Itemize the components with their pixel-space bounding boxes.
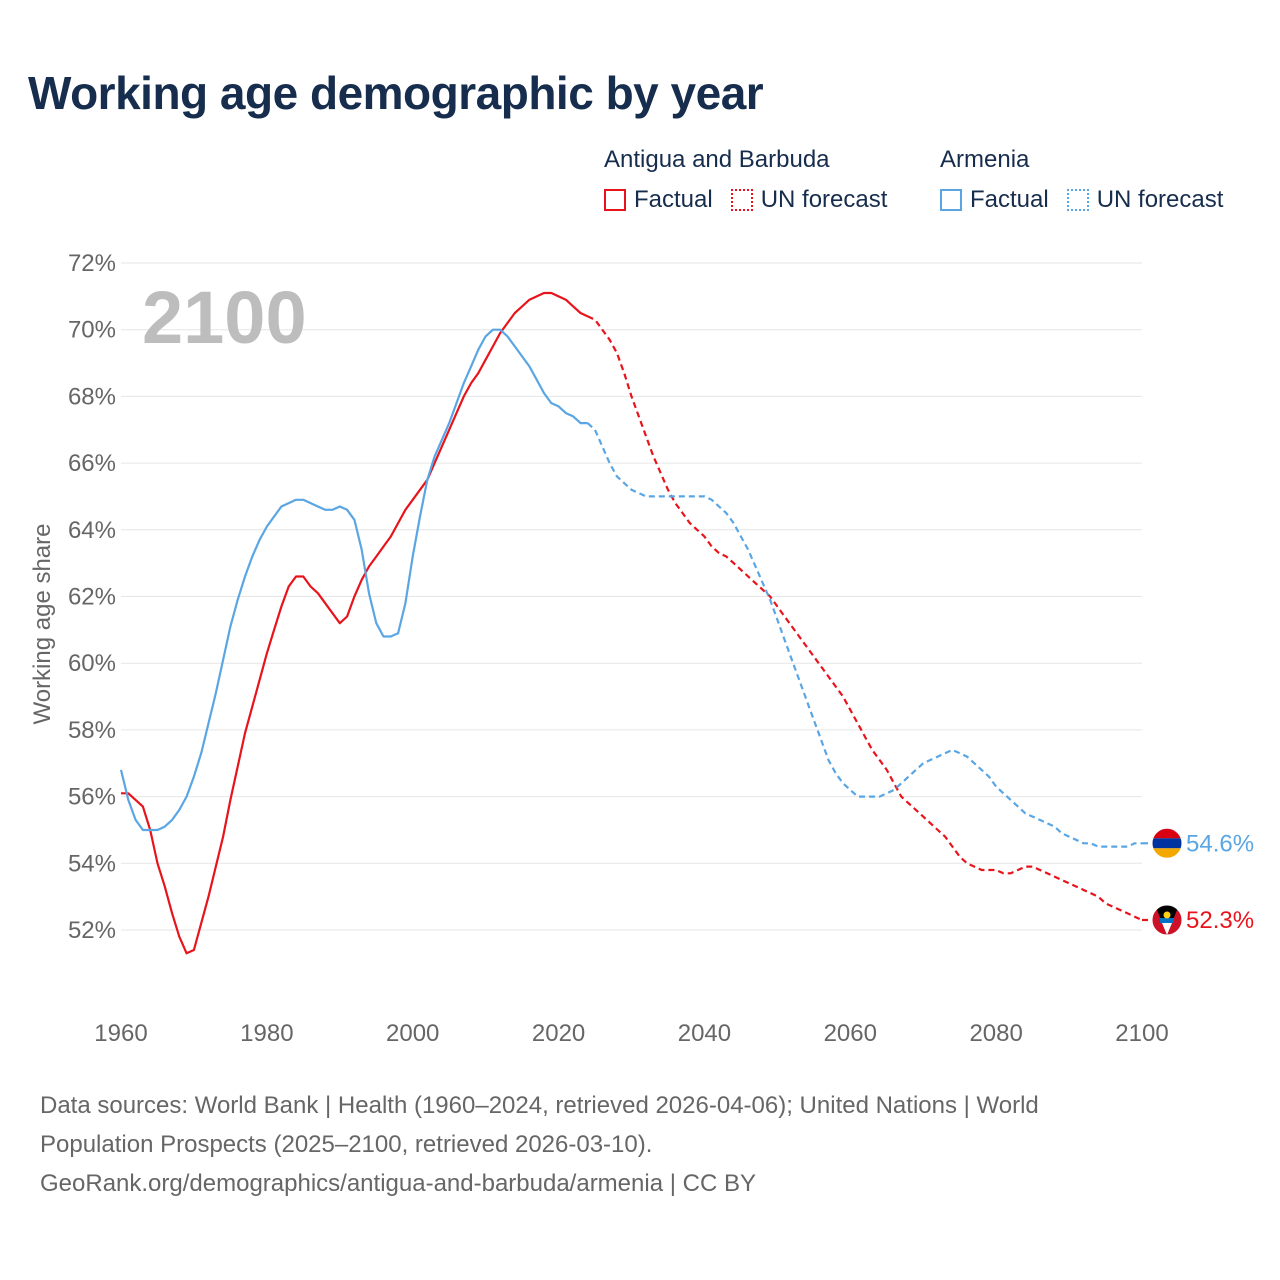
source-line-2: Population Prospects (2025–2100, retriev… [40,1131,653,1158]
legend-country-label: Antigua and Barbuda [604,146,830,173]
y-tick-label: 66% [68,450,116,477]
x-tick-label: 2040 [678,1020,731,1047]
x-tick-label: 2080 [969,1020,1022,1047]
source-line-1: Data sources: World Bank | Health (1960–… [40,1092,1039,1119]
legend-item-factual[interactable]: Factual [940,186,1049,214]
dotted-swatch-icon [730,189,753,211]
legend-antigua: Antigua and Barbuda Factual UN forecast [604,146,905,214]
y-tick-label: 52% [68,917,116,944]
source-line-3[interactable]: GeoRank.org/demographics/antigua-and-bar… [40,1170,756,1197]
y-tick-label: 72% [68,250,116,277]
y-tick-label: 60% [68,650,116,677]
series-line-forecast [586,422,1142,848]
source-note: Data sources: World Bank | Health (1960–… [40,1086,1240,1203]
y-tick-label: 68% [68,383,116,410]
x-tick-label: 1980 [240,1020,293,1047]
x-axis-ticks: 1960 1980 2000 2020 2040 2060 2080 2100 [94,1020,1168,1047]
x-tick-label: 1960 [94,1020,147,1047]
y-tick-label: 62% [68,584,116,611]
legend-label: UN forecast [760,186,888,213]
y-axis-label: Working age share [29,524,56,725]
gridlines [121,262,1142,931]
armenia-flag-icon [1151,827,1183,859]
solid-swatch-icon [604,189,626,211]
legend-armenia: Armenia Factual UN forecast [940,146,1223,214]
y-tick-label: 56% [68,784,116,811]
legend-country-label: Armenia [940,146,1030,173]
series-end-label: 52.3% [1186,907,1254,934]
legend-item-forecast[interactable]: UN forecast [1066,186,1224,214]
legend-label: Factual [970,186,1049,213]
page-title: Working age demographic by year [28,67,764,119]
series-end-label: 54.6% [1186,830,1254,857]
series-line-factual [121,291,589,955]
legend-item-forecast[interactable]: UN forecast [730,186,888,214]
series-line-forecast [587,315,1143,922]
y-tick-label: 54% [68,850,116,877]
x-tick-label: 2000 [386,1020,439,1047]
legend-label: UN forecast [1096,186,1224,213]
dotted-swatch-icon [1066,189,1089,211]
legend-label: Factual [634,186,713,213]
y-tick-label: 58% [68,717,116,744]
solid-swatch-icon [940,189,962,211]
y-tick-label: 70% [68,317,116,344]
y-axis-ticks: 52% 54% 56% 58% 60% 62% 64% 66% 68% 70% 72% [68,250,116,944]
antigua-flag-icon [1151,904,1183,936]
legend-item-factual[interactable]: Factual [604,186,713,214]
line-chart: 2100 52% 54% 56% 58% 60% 62% 64% 66% 68% 70% 72% 1… [29,250,1254,1047]
x-tick-label: 2020 [532,1020,585,1047]
x-tick-label: 2100 [1115,1020,1168,1047]
end-markers: 52.3% 54.6% [1151,827,1254,936]
x-tick-label: 2060 [824,1020,877,1047]
y-tick-label: 64% [68,517,116,544]
year-watermark: 2100 [142,276,307,359]
series-lines [119,291,1152,955]
series-line-factual [119,328,588,832]
